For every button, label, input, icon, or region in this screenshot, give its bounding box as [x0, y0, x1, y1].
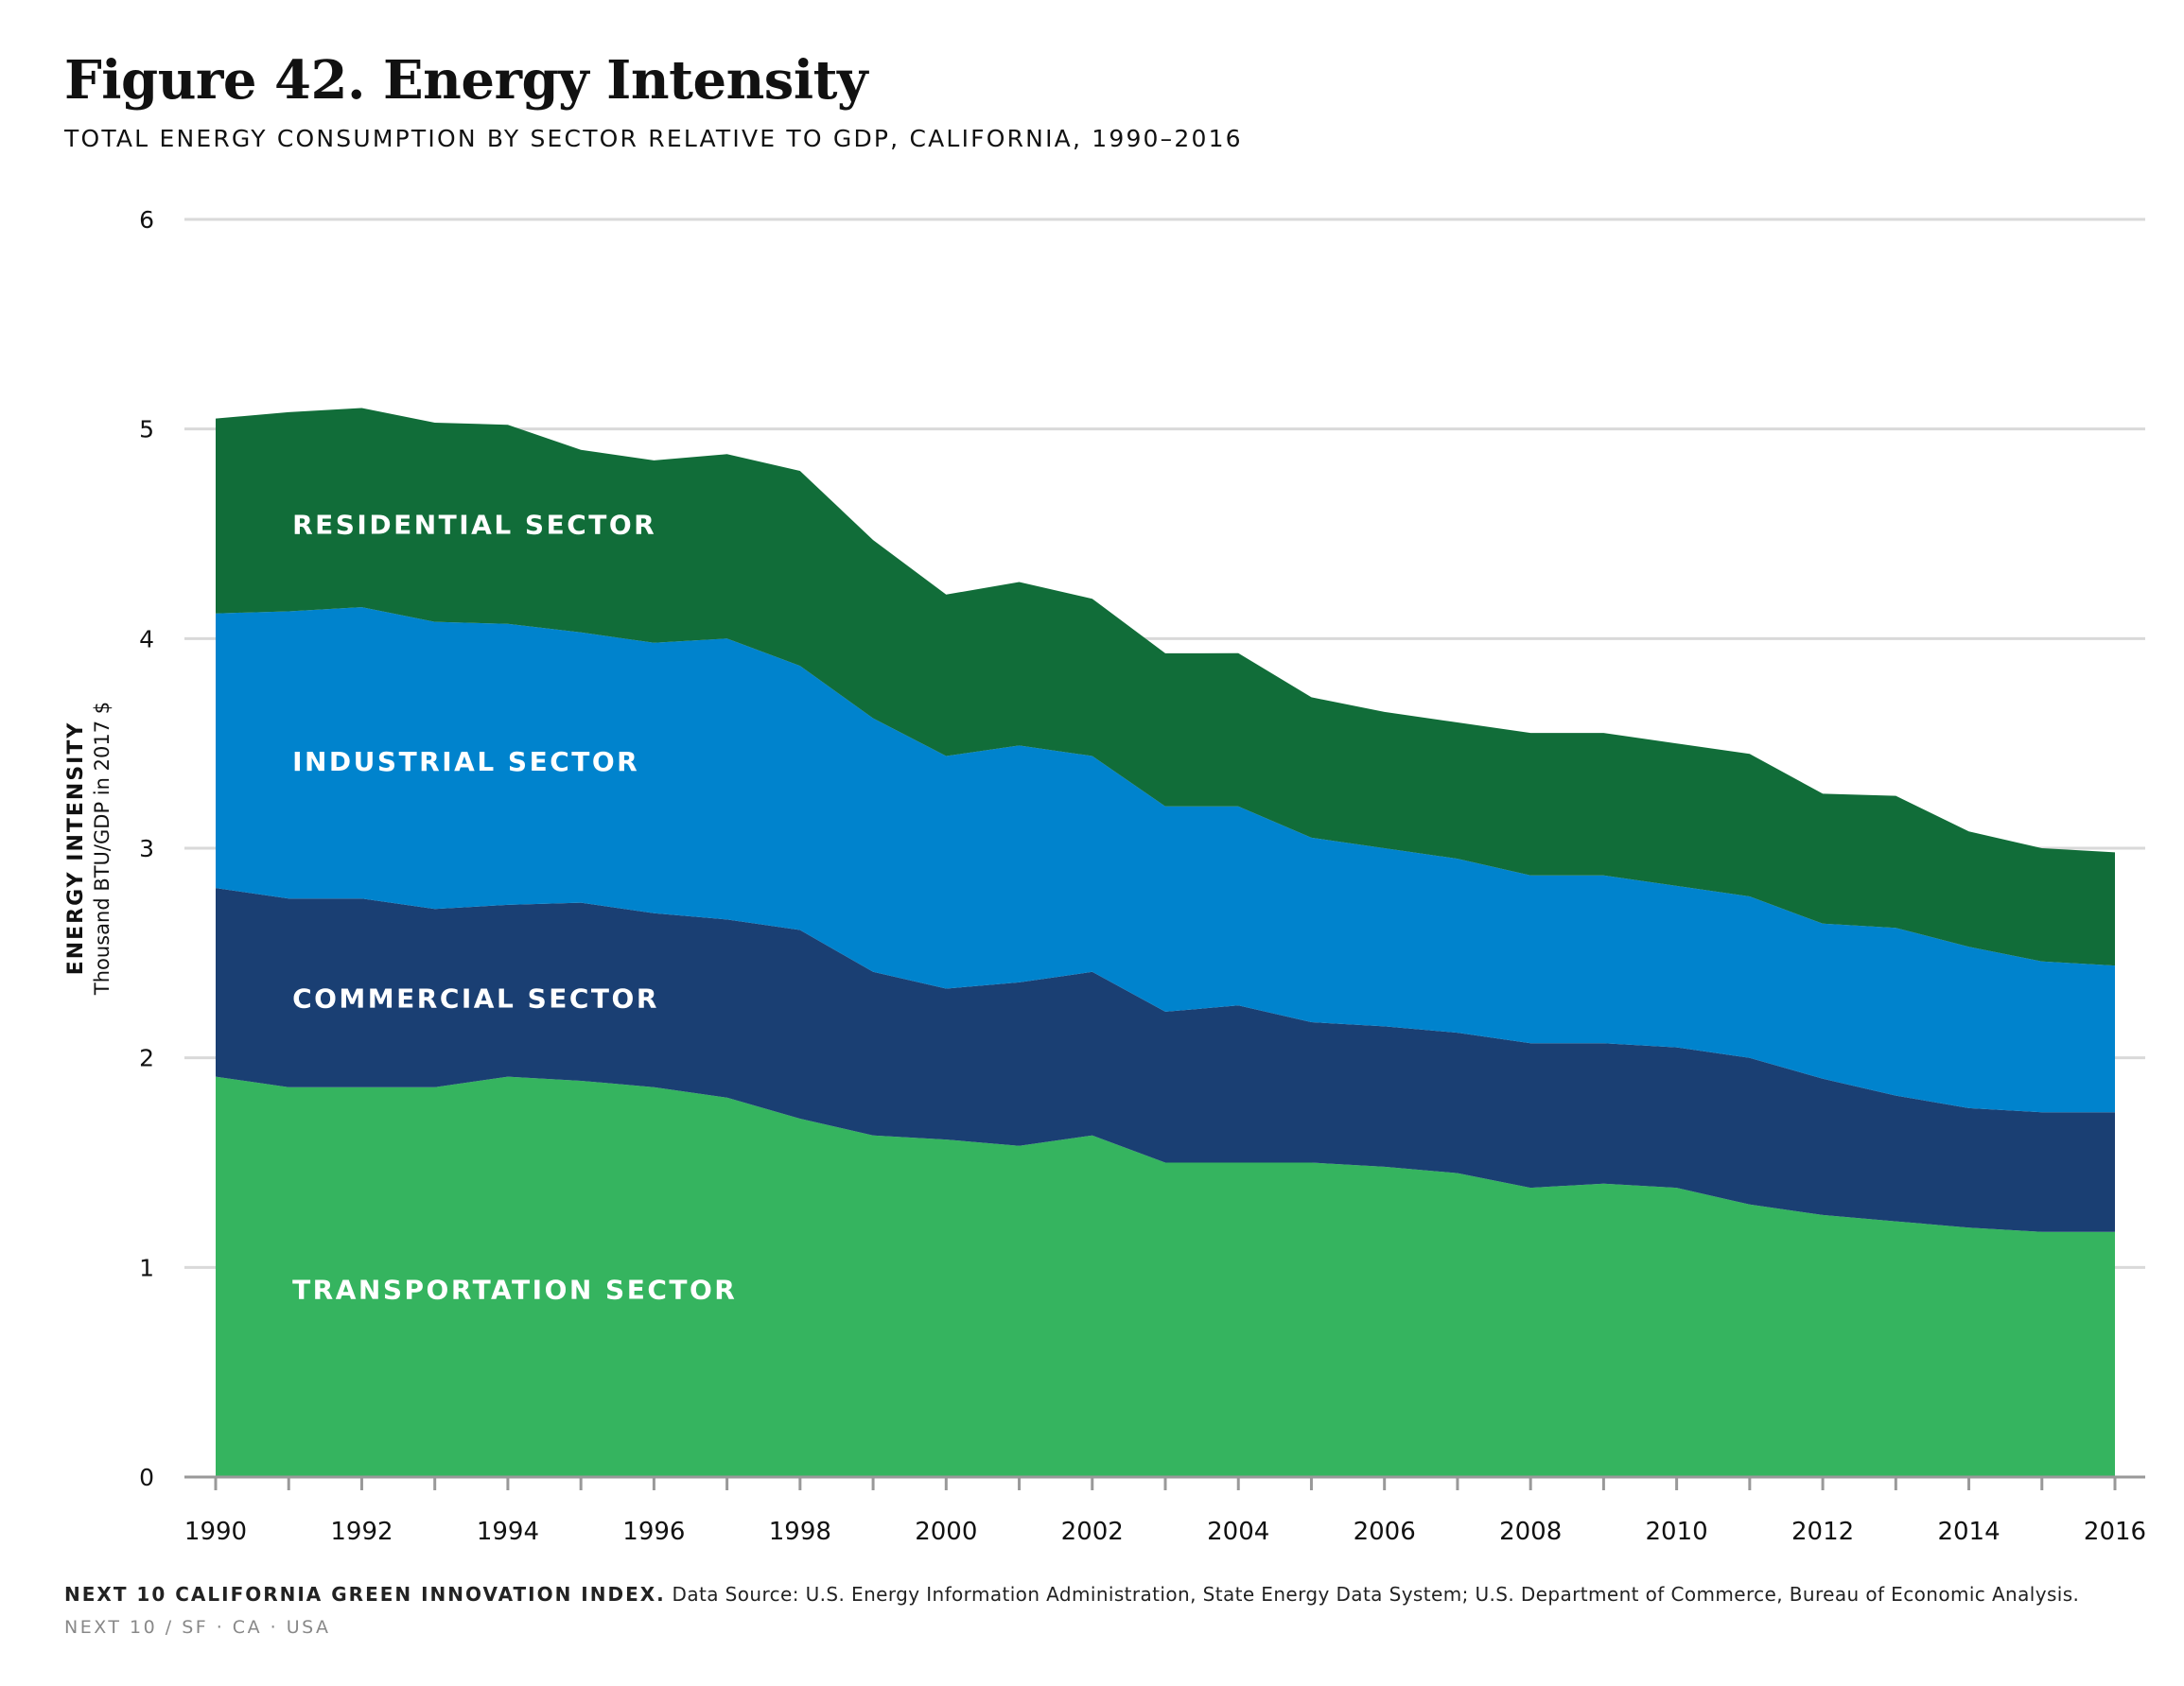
footer-source: Data Source: U.S. Energy Information Adm… [665, 1583, 2080, 1606]
page-title: Figure 42. Energy Intensity [64, 49, 868, 112]
sector-label: INDUSTRIAL SECTOR [292, 746, 639, 777]
y-tick-label: 5 [139, 416, 154, 443]
x-tick-label: 2000 [915, 1518, 977, 1546]
x-tick-label: 1998 [769, 1518, 831, 1546]
y-tick-label: 4 [139, 625, 154, 652]
footer-org: NEXT 10 CALIFORNIA GREEN INNOVATION INDE… [64, 1583, 666, 1606]
x-tick-label: 2012 [1791, 1518, 1854, 1546]
x-tick-label: 1990 [184, 1518, 247, 1546]
x-tick-label: 2016 [2084, 1518, 2146, 1546]
x-tick-label: 1994 [477, 1518, 539, 1546]
x-tick-label: 2006 [1354, 1518, 1416, 1546]
x-tick-label: 1996 [622, 1518, 685, 1546]
y-axis-sublabel: Thousand BTU/GDP in 2017 $ [91, 702, 114, 996]
area-series-transportation [216, 1076, 2115, 1477]
x-tick-label: 2008 [1499, 1518, 1562, 1546]
y-tick-label: 0 [139, 1464, 154, 1491]
y-tick-label: 2 [139, 1045, 154, 1072]
footer-brand: NEXT 10 / SF · CA · USA [64, 1617, 331, 1638]
y-tick-label: 6 [139, 206, 154, 234]
chart-subtitle: TOTAL ENERGY CONSUMPTION BY SECTOR RELAT… [64, 125, 1243, 152]
area-series-residential [216, 408, 2115, 966]
x-tick-label: 2010 [1646, 1518, 1708, 1546]
x-tick-label: 1992 [330, 1518, 393, 1546]
sector-label: COMMERCIAL SECTOR [292, 982, 659, 1014]
area-series-commercial [216, 888, 2115, 1232]
y-tick-label: 3 [139, 835, 154, 862]
x-tick-label: 2004 [1207, 1518, 1269, 1546]
area-series-industrial [216, 607, 2115, 1113]
x-tick-label: 2014 [1937, 1518, 2000, 1546]
x-tick-label: 2002 [1061, 1518, 1124, 1546]
y-axis-label: ENERGY INTENSITY [64, 721, 88, 976]
sector-label: TRANSPORTATION SECTOR [292, 1275, 737, 1306]
y-tick-label: 1 [139, 1254, 154, 1281]
chart-footer: NEXT 10 CALIFORNIA GREEN INNOVATION INDE… [64, 1583, 2079, 1606]
sector-label: RESIDENTIAL SECTOR [292, 509, 656, 540]
